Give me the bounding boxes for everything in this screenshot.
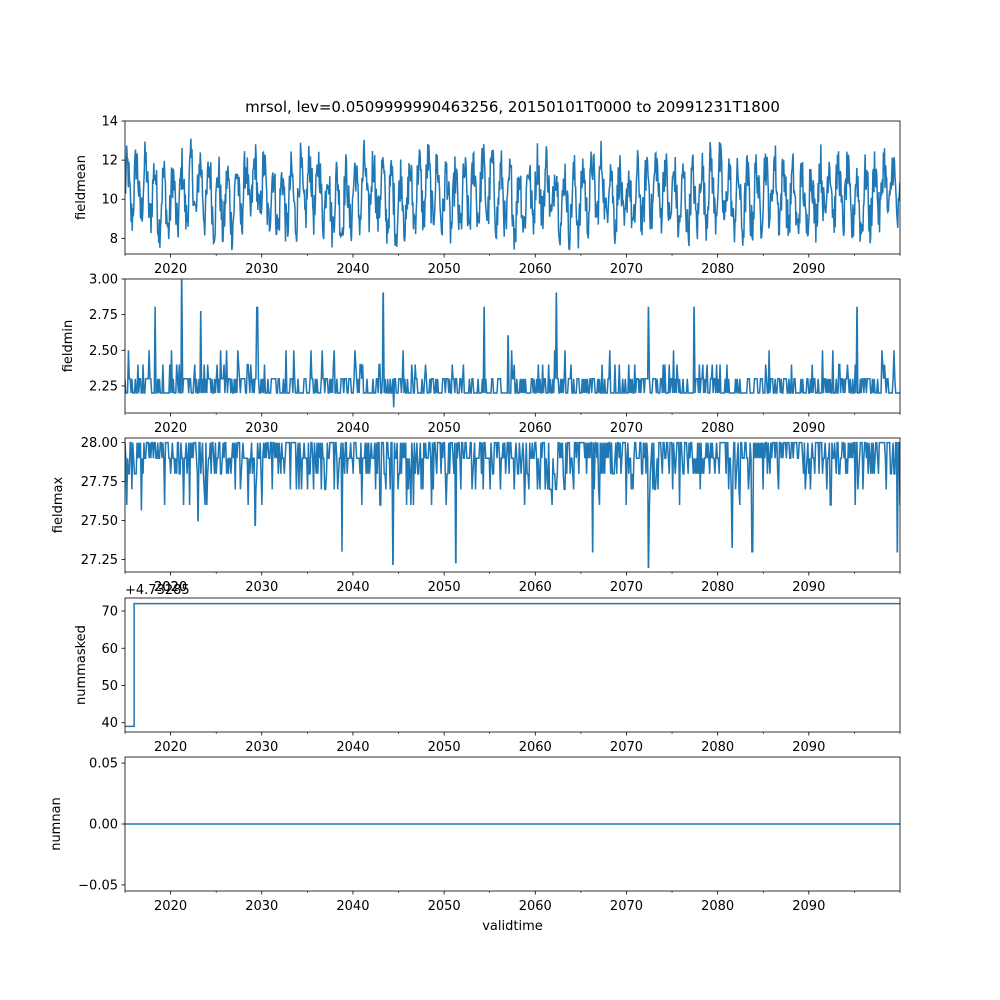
y-tick-label: 2.25: [89, 379, 118, 394]
x-tick-label: 2060: [519, 580, 552, 595]
x-tick-label: 2040: [336, 421, 369, 436]
x-tick-label: 2030: [245, 580, 278, 595]
y-axis-label: nummasked: [74, 625, 89, 705]
x-tick-label: 2060: [519, 421, 552, 436]
x-tick-label: 2050: [428, 421, 461, 436]
y-axis-label: fieldmax: [51, 477, 66, 534]
x-tick-label: 2020: [154, 580, 187, 595]
x-tick-label: 2040: [336, 580, 369, 595]
chart-title: mrsol, lev=0.0509999990463256, 20150101T…: [245, 98, 780, 116]
y-tick-label: 70: [101, 605, 118, 620]
y-tick-label: 27.75: [81, 475, 118, 490]
x-tick-label: 2040: [336, 262, 369, 277]
series-line-nummasked: [125, 602, 900, 728]
x-tick-label: 2050: [428, 899, 461, 914]
overlapping-tick-label: 2020: [154, 580, 187, 595]
x-tick-label: 2070: [610, 740, 643, 755]
y-axis-label: numnan: [49, 797, 64, 851]
x-tick-label: 2080: [701, 899, 734, 914]
x-tick-label: 2060: [519, 899, 552, 914]
y-tick-label: −0.05: [78, 878, 118, 893]
panel-numnan: −0.05 0.00 0.05 2020 2030 2040 2050 2060 2070 208…: [49, 757, 901, 934]
x-tick-label: 2070: [610, 421, 643, 436]
x-tick-label: 2030: [245, 899, 278, 914]
y-tick-label: 50: [101, 679, 118, 694]
axes-frame: [124, 120, 901, 255]
y-tick-label: 27.50: [81, 514, 118, 529]
x-tick-label: 2060: [519, 740, 552, 755]
y-tick-label: 60: [101, 642, 118, 657]
panel-nummasked: 40 50 60 70 2020 2030 2040 2050 2060 2070 2080 2090…: [74, 580, 901, 755]
axes-frame: [124, 437, 901, 573]
x-tick-label: 2080: [701, 580, 734, 595]
x-axis-label: validtime: [482, 919, 543, 934]
x-tick-label: 2030: [245, 421, 278, 436]
x-tick-label: 2050: [428, 580, 461, 595]
y-tick-label: 12: [101, 154, 118, 169]
axes-frame: [124, 597, 901, 733]
panel-fieldmean: 8 10 12 14 2020 2030 2040 2050 2060 2070 2080 2090 f…: [74, 98, 901, 277]
y-axis-label: fieldmin: [61, 320, 76, 373]
x-tick-label: 2040: [336, 740, 369, 755]
x-tick-label: 2090: [792, 262, 825, 277]
y-tick-label: 27.25: [81, 553, 118, 568]
y-offset-text: +4.73285: [125, 583, 190, 598]
y-tick-label: 40: [101, 716, 118, 731]
panel-fieldmin: 2.25 2.50 2.75 3.00 2020 2030 2040 2050 2060 2070…: [61, 273, 901, 436]
x-tick-label: 2090: [792, 740, 825, 755]
y-tick-label: 2.75: [89, 308, 118, 323]
y-tick-label: 14: [101, 115, 118, 130]
y-tick-label: 10: [101, 193, 118, 208]
y-tick-label: 8: [110, 232, 118, 247]
x-tick-label: 2090: [792, 899, 825, 914]
y-tick-label: 0.05: [89, 757, 118, 772]
x-tick-label: 2020: [154, 262, 187, 277]
y-tick-label: 0.00: [89, 818, 118, 833]
axes-frame: [124, 278, 901, 414]
x-tick-label: 2030: [245, 740, 278, 755]
x-tick-label: 2070: [610, 262, 643, 277]
x-tick-label: 2020: [154, 740, 187, 755]
x-tick-label: 2070: [610, 899, 643, 914]
x-tick-label: 2030: [245, 262, 278, 277]
x-tick-label: 2090: [792, 580, 825, 595]
x-tick-label: 2050: [428, 740, 461, 755]
y-tick-label: 3.00: [89, 273, 118, 288]
panel-fieldmax: 27.25 27.50 27.75 28.00 2020 2030 2040 2050 2060…: [51, 436, 901, 595]
x-tick-label: 2020: [154, 899, 187, 914]
x-tick-label: 2070: [610, 580, 643, 595]
y-axis-label: fieldmean: [74, 155, 89, 220]
y-tick-label: 2.50: [89, 344, 118, 359]
x-tick-label: 2080: [701, 740, 734, 755]
series-line-fieldmean: [125, 138, 900, 251]
series-line-fieldmax: [125, 441, 900, 569]
x-tick-label: 2080: [701, 421, 734, 436]
series-line-fieldmin: [125, 279, 900, 408]
x-tick-label: 2060: [519, 262, 552, 277]
x-tick-label: 2080: [701, 262, 734, 277]
x-tick-label: 2050: [428, 262, 461, 277]
x-tick-label: 2090: [792, 421, 825, 436]
x-tick-label: 2040: [336, 899, 369, 914]
y-tick-label: 28.00: [81, 436, 118, 451]
x-tick-label: 2020: [154, 421, 187, 436]
